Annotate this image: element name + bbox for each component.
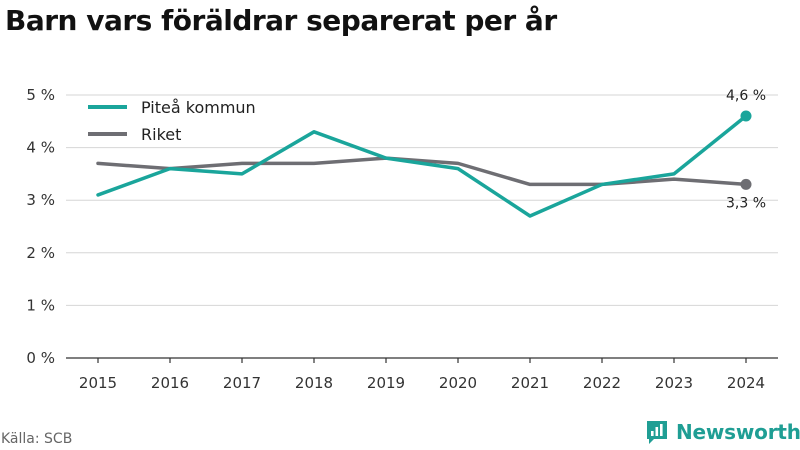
x-tick-label: 2018 [295, 374, 333, 392]
y-tick-label: 0 % [26, 349, 55, 367]
x-tick-label: 2021 [511, 374, 549, 392]
data-label: 3,3 % [726, 195, 766, 211]
x-tick-label: 2017 [223, 374, 261, 392]
y-tick-label: 1 % [26, 296, 55, 314]
series-line [96, 114, 748, 218]
brand-logo: Newsworthy [645, 418, 800, 446]
x-tick-label: 2015 [79, 374, 117, 392]
x-tick-label: 2016 [151, 374, 189, 392]
series-lines [96, 110, 752, 218]
source-note: Källa: SCB [1, 431, 73, 447]
legend-label: Piteå kommun [141, 98, 256, 117]
y-tick-label: 4 % [26, 139, 55, 157]
chart-title: Barn vars föräldrar separerat per år [5, 4, 557, 37]
y-tick-label: 2 % [26, 244, 55, 262]
x-tick-label: 2023 [655, 374, 693, 392]
x-tick-label: 2022 [583, 374, 621, 392]
x-axis: 2015 2016 2017 2018 2019 2020 2021 2022 2023 2024 [66, 357, 778, 392]
series-endpoint [740, 178, 752, 190]
y-tick-label: 5 % [26, 86, 55, 104]
legend-label: Riket [141, 125, 181, 144]
gridlines [66, 94, 778, 306]
x-tick-label: 2024 [727, 374, 765, 392]
y-axis-tick-labels: 0 % 1 % 2 % 3 % 4 % 5 % [26, 86, 55, 367]
y-tick-label: 3 % [26, 191, 55, 209]
x-tick-label: 2020 [439, 374, 477, 392]
newsworthy-logo-icon [647, 421, 667, 444]
end-value-labels: 4,6 % 3,3 % [726, 88, 766, 211]
x-tick-label: 2019 [367, 374, 405, 392]
legend: Piteå kommun Riket [88, 98, 256, 144]
brand-name: Newsworthy [676, 420, 800, 444]
data-label: 4,6 % [726, 88, 766, 104]
series-endpoint [740, 110, 752, 122]
series-line [96, 156, 748, 187]
